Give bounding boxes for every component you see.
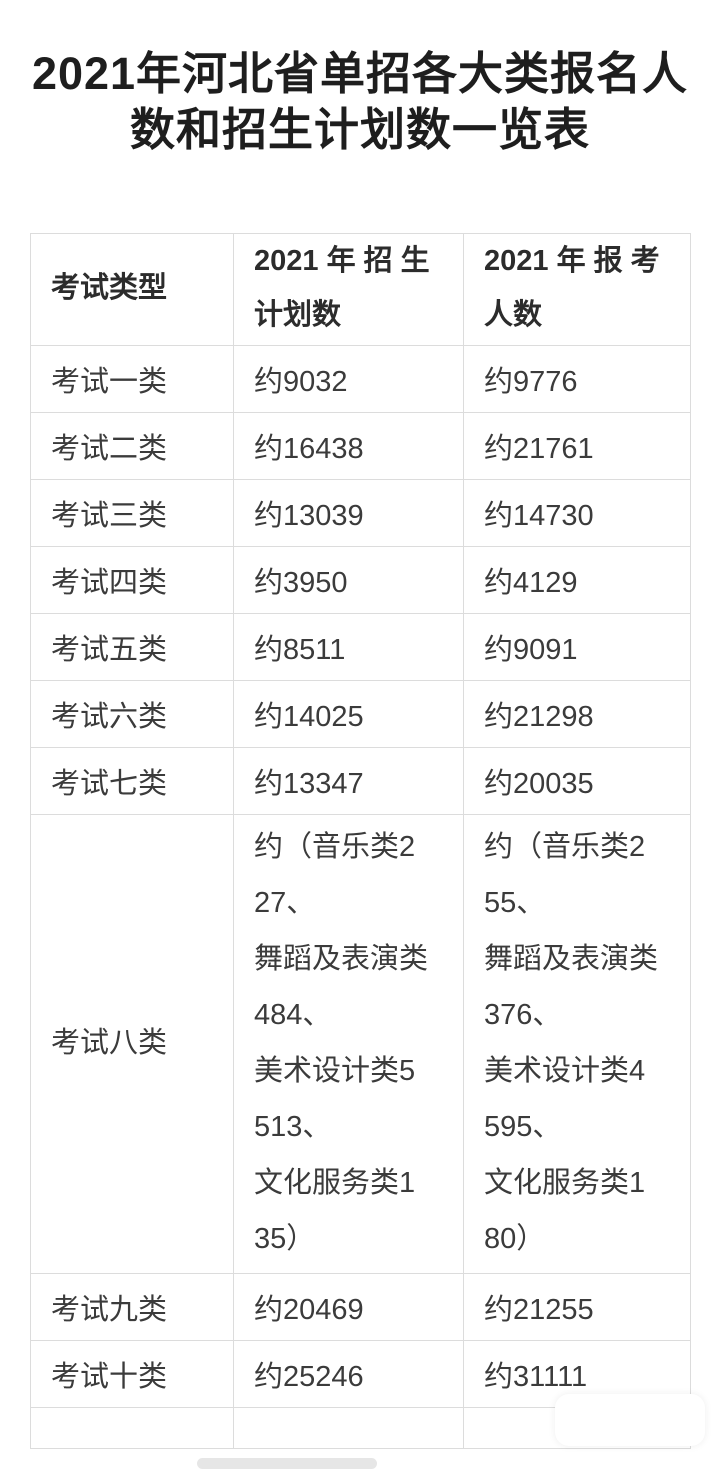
cell-exam-type: 考试四类	[30, 545, 234, 614]
enrollment-table: 考试类型 2021 年 招 生 计划数 2021 年 报 考 人数 考试一类 约…	[30, 232, 691, 1449]
cell-plan: 约13039	[233, 478, 464, 547]
cell-plan: 约20469	[233, 1272, 464, 1341]
table-row: 考试三类 约13039 约14730	[30, 478, 691, 547]
page-title: 2021年河北省单招各大类报名人 数和招生计划数一览表	[31, 48, 689, 155]
cell-exam-type: 考试七类	[30, 746, 234, 815]
cell-exam-type: 考试八类	[30, 813, 234, 1274]
cell-applicants: 约14730	[463, 478, 691, 547]
cell-plan: 约14025	[233, 679, 464, 748]
table-row: 考试五类 约8511 约9091	[30, 612, 691, 681]
watermark-smudge	[555, 1394, 705, 1446]
table-row-category-eight: 考试八类 约（音乐类2 27、 舞蹈及表演类 484、 美术设计类5 513、 …	[30, 813, 691, 1274]
header-applicant-count: 2021 年 报 考 人数	[463, 232, 691, 346]
cell-plan: 约9032	[233, 344, 464, 413]
table-row: 考试六类 约14025 约21298	[30, 679, 691, 748]
cell-exam-type	[30, 1406, 234, 1449]
cell-plan: 约13347	[233, 746, 464, 815]
cell-applicants: 约9776	[463, 344, 691, 413]
cell-plan: 约3950	[233, 545, 464, 614]
table-header: 考试类型 2021 年 招 生 计划数 2021 年 报 考 人数	[30, 232, 691, 346]
cell-exam-type: 考试十类	[30, 1339, 234, 1408]
table-row: 考试二类 约16438 约21761	[30, 411, 691, 480]
table-row: 考试九类 约20469 约21255	[30, 1272, 691, 1341]
cell-applicants: 约20035	[463, 746, 691, 815]
table-body: 考试一类 约9032 约9776 考试二类 约16438 约21761 考试三类…	[30, 344, 691, 1449]
cell-plan: 约25246	[233, 1339, 464, 1408]
cell-applicants: 约（音乐类2 55、 舞蹈及表演类 376、 美术设计类4 595、 文化服务类…	[463, 813, 691, 1274]
watermark-bar	[197, 1458, 377, 1469]
cell-exam-type: 考试五类	[30, 612, 234, 681]
cell-exam-type: 考试六类	[30, 679, 234, 748]
cell-plan: 约（音乐类2 27、 舞蹈及表演类 484、 美术设计类5 513、 文化服务类…	[233, 813, 464, 1274]
header-row: 考试类型 2021 年 招 生 计划数 2021 年 报 考 人数	[30, 232, 691, 346]
cell-exam-type: 考试一类	[30, 344, 234, 413]
header-exam-type: 考试类型	[30, 232, 234, 346]
cell-exam-type: 考试九类	[30, 1272, 234, 1341]
cell-applicants: 约9091	[463, 612, 691, 681]
table-row: 考试七类 约13347 约20035	[30, 746, 691, 815]
cell-exam-type: 考试二类	[30, 411, 234, 480]
cell-plan	[233, 1406, 464, 1449]
cell-applicants: 约4129	[463, 545, 691, 614]
table-row: 考试一类 约9032 约9776	[30, 344, 691, 413]
header-plan-count: 2021 年 招 生 计划数	[233, 232, 464, 346]
cell-applicants: 约21761	[463, 411, 691, 480]
table-row: 考试四类 约3950 约4129	[30, 545, 691, 614]
cell-applicants: 约21255	[463, 1272, 691, 1341]
cell-applicants: 约21298	[463, 679, 691, 748]
table-row: 考试十类 约25246 约31111	[30, 1339, 691, 1408]
cell-plan: 约8511	[233, 612, 464, 681]
cell-plan: 约16438	[233, 411, 464, 480]
cell-exam-type: 考试三类	[30, 478, 234, 547]
